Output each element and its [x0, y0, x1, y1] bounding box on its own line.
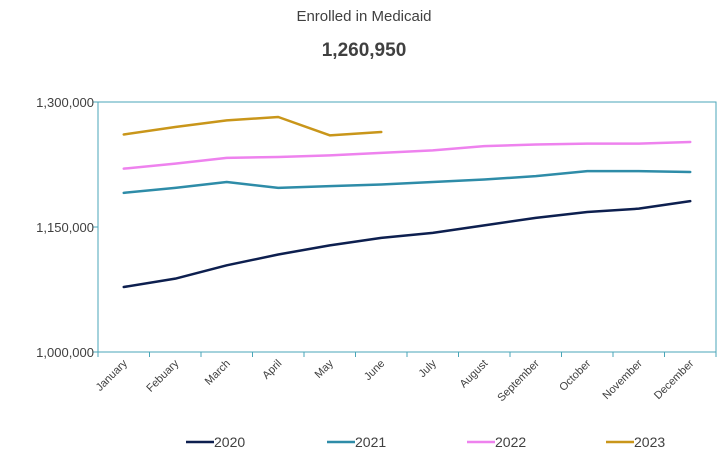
series-line-2021 — [122, 169, 692, 195]
series-line-2020 — [122, 199, 692, 289]
x-tick-label: January — [94, 357, 131, 394]
y-tick-label: 1,000,000 — [36, 345, 94, 360]
y-tick-label: 1,300,000 — [36, 95, 94, 110]
series-line-2022 — [122, 140, 692, 170]
x-tick-label: November — [601, 357, 646, 402]
x-tick-label: September — [495, 357, 542, 404]
chart-title: Enrolled in Medicaid — [296, 8, 432, 25]
x-tick-label: June — [362, 358, 387, 383]
legend-label-2020: 2020 — [214, 434, 245, 450]
x-tick-label: July — [417, 357, 440, 380]
x-tick-label: December — [652, 357, 697, 402]
chart-subtitle-total: 1,260,950 — [321, 40, 407, 61]
x-tick-label: Febuary — [144, 357, 181, 394]
legend-label-2023: 2023 — [634, 434, 665, 450]
plot-area-border — [97, 101, 717, 353]
x-tick-label: October — [557, 357, 593, 393]
x-tick-label: March — [203, 358, 233, 388]
legend-label-2022: 2022 — [495, 434, 526, 450]
y-tick-label: 1,150,000 — [36, 220, 94, 235]
legend-label-2021: 2021 — [355, 434, 386, 450]
series-line-2023 — [122, 115, 383, 137]
x-tick-label: May — [313, 357, 337, 381]
x-tick-label: August — [458, 358, 491, 391]
x-tick-label: April — [260, 358, 284, 382]
